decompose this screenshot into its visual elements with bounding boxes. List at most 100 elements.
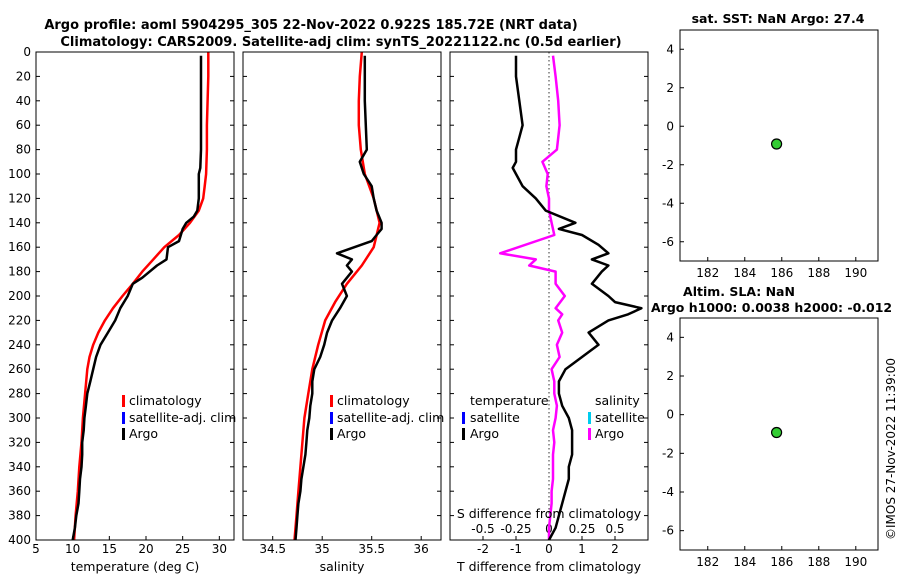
sst-map-ytick-label: -4 (662, 196, 674, 210)
depth-tick-label: 80 (16, 143, 31, 157)
sst-map-xtick-label: 186 (770, 266, 793, 280)
legend-t-argo: Argo (470, 426, 499, 441)
temperature-x-tick-label: 15 (102, 542, 117, 556)
salinity-legend-argo: Argo (337, 426, 366, 441)
sst-map-ytick-label: 0 (666, 119, 674, 133)
temperature-climatology-line (72, 52, 210, 541)
depth-tick-label: 280 (8, 387, 31, 401)
temperature-panel: 5 10 15 20 25 30 0 20 40 60 80 100 120 140 160 180 200 2… (8, 45, 236, 574)
salinity-x-tick-label: 36 (414, 542, 429, 556)
depth-tick-label: 240 (8, 338, 31, 352)
difference-panel: -2 -1 0 1 2 -0.5 -0.25 0 0.25 0.5 temperature sa… (449, 51, 649, 574)
imos-timestamp: ©IMOS 27-Nov-2022 11:39:00 (884, 358, 898, 540)
legend-s-argo-swatch (588, 428, 591, 440)
temperature-x-tick-label: 5 (32, 542, 40, 556)
depth-tick-label: 400 (8, 533, 31, 547)
temperature-x-tick-label: 20 (138, 542, 153, 556)
sla-map-ytick-label: -4 (662, 485, 674, 499)
temperature-difference-x-tick-label: 0 (545, 542, 553, 556)
salinity-x-tick-label: 34.5 (259, 542, 286, 556)
salinity-x-tick-label: 35.5 (358, 542, 385, 556)
salinity-legend-climatology-swatch (330, 395, 333, 407)
temperature-difference-x-tick-label: 1 (578, 542, 586, 556)
depth-tick-label: 200 (8, 289, 31, 303)
sst-map-ytick-label: -6 (662, 235, 674, 249)
sst-map-xtick-label: 188 (807, 266, 830, 280)
salinity-difference-tick-label: -0.25 (500, 522, 531, 536)
salinity-difference-xlabel: S difference from climatology (457, 506, 642, 521)
legend-argo-swatch (122, 428, 125, 440)
depth-tick-label: 260 (8, 362, 31, 376)
salinity-axes-frame (242, 51, 442, 541)
depth-tick-label: 60 (16, 118, 31, 132)
temperature-difference-argo-line (511, 55, 643, 541)
legend-s-satellite-swatch (588, 412, 591, 424)
sla-map-xtick-label: 184 (733, 555, 756, 569)
salinity-difference-tick-label: 0.25 (569, 522, 596, 536)
sla-map-title-line1: Altim. SLA: NaN (683, 284, 795, 299)
sla-map-ytick-label: 0 (666, 408, 674, 422)
sla-map-ytick-label: -6 (662, 524, 674, 538)
temperature-xlabel: temperature (deg C) (71, 559, 200, 574)
temperature-x-tick-label: 10 (65, 542, 80, 556)
depth-tick-label: 340 (8, 460, 31, 474)
depth-axis-labels: 0 20 40 60 80 100 120 140 160 180 200 220 240 260 280 3… (8, 45, 31, 547)
salinity-panel: 34.5 35 35.5 36 climatology satellite-adj. … (242, 51, 444, 574)
sst-map-xtick-label: 182 (696, 266, 719, 280)
sla-map-ytick-label: 2 (666, 369, 674, 383)
sst-map-xtick-label: 190 (844, 266, 867, 280)
legend-temperature-title: temperature (470, 393, 549, 408)
temperature-x-tick-label: 30 (212, 542, 227, 556)
sst-map-ytick-label: 2 (666, 81, 674, 95)
salinity-lines (293, 51, 383, 541)
legend-satellite-swatch (122, 412, 125, 424)
depth-tick-label: 0 (23, 45, 31, 59)
salinity-legend: climatology satellite-adj. clim Argo (330, 393, 444, 441)
sla-map-xtick-label: 188 (807, 555, 830, 569)
temperature-legend-climatology: climatology (129, 393, 202, 408)
depth-tick-label: 100 (8, 167, 31, 181)
sla-map-panel: Altim. SLA: NaN Argo h1000: 0.0038 h2000… (651, 284, 892, 569)
depth-tick-label: 180 (8, 265, 31, 279)
salinity-x-tick-label: 35 (315, 542, 330, 556)
difference-xticks: -2 -1 0 1 2 (450, 51, 648, 556)
depth-tick-label: 360 (8, 484, 31, 498)
legend-salinity-title: salinity (595, 393, 640, 408)
salinity-difference-tick-label: 0.5 (605, 522, 624, 536)
sla-map-xtick-label: 186 (770, 555, 793, 569)
sla-map-frame (679, 317, 879, 551)
sla-map-ytick-label: 4 (666, 330, 674, 344)
legend-s-satellite: satellite (595, 410, 645, 425)
depth-tick-label: 120 (8, 191, 31, 205)
temperature-difference-x-tick-label: 2 (611, 542, 619, 556)
temperature-difference-x-tick-label: -2 (477, 542, 489, 556)
sst-map-ytick-label: -2 (662, 158, 674, 172)
salinity-legend-satellite: satellite-adj. clim (337, 410, 444, 425)
salinity-difference-xticks: -0.5 -0.25 0 0.25 0.5 (471, 522, 624, 536)
sla-map-xtick-label: 182 (696, 555, 719, 569)
sst-map-panel: sat. SST: NaN Argo: 27.4 182 184 186 188 190… (662, 11, 879, 280)
sla-map-title-line2: Argo h1000: 0.0038 h2000: -0.012 (651, 300, 892, 315)
sla-map-ytick-label: -2 (662, 446, 674, 460)
temperature-legend: climatology satellite-adj. clim Argo (122, 393, 236, 441)
depth-tick-label: 380 (8, 509, 31, 523)
salinity-legend-climatology: climatology (337, 393, 410, 408)
depth-tick-label: 20 (16, 69, 31, 83)
sst-map-frame (679, 29, 879, 262)
depth-tick-label: 40 (16, 94, 31, 108)
sst-map-ytick-label: 4 (666, 42, 674, 56)
temperature-argo-line (71, 55, 203, 541)
temperature-legend-satellite: satellite-adj. clim (129, 410, 236, 425)
salinity-legend-argo-swatch (330, 428, 333, 440)
sla-map-points (770, 426, 783, 439)
salinity-difference-tick-label: -0.5 (471, 522, 494, 536)
legend-climatology-swatch (122, 395, 125, 407)
salinity-difference-argo-line (498, 55, 567, 540)
salinity-legend-satellite-swatch (330, 412, 333, 424)
title-line1: Argo profile: aoml 5904295_305 22-Nov-20… (44, 18, 577, 33)
depth-tick-label: 160 (8, 240, 31, 254)
depth-tick-label: 220 (8, 313, 31, 327)
temperature-axes-frame (35, 51, 235, 541)
sst-map-points (770, 138, 783, 150)
temperature-xticks: 5 10 15 20 25 30 (32, 51, 234, 556)
